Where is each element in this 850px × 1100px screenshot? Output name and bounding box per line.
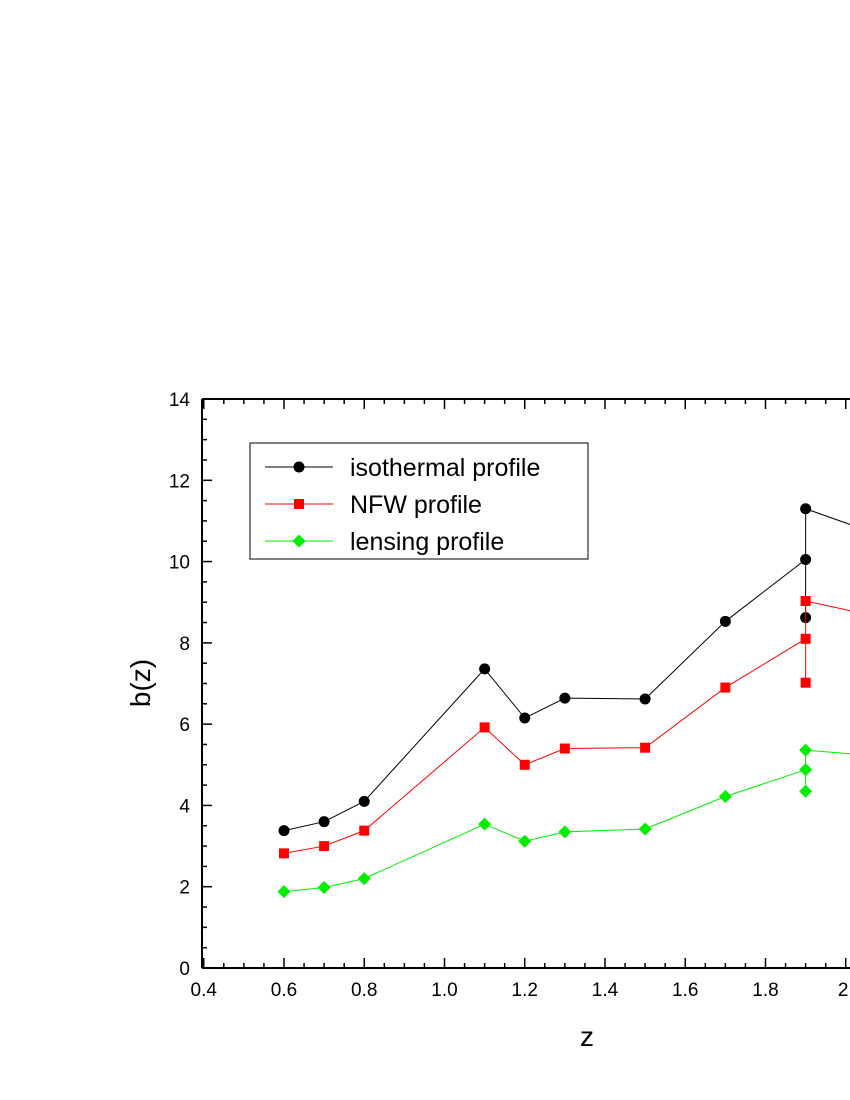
data-point (278, 825, 290, 837)
data-point (317, 881, 331, 895)
y-tick-label: 14 (169, 390, 191, 411)
data-point (799, 743, 813, 757)
data-point (640, 742, 651, 753)
x-tick-label: 0.8 (351, 980, 377, 1001)
data-point (479, 663, 491, 675)
legend-marker (293, 461, 305, 473)
series-3 (277, 743, 850, 899)
data-point (800, 595, 811, 606)
data-point (718, 789, 732, 803)
data-point (519, 759, 530, 770)
legend-label: lensing profile (350, 528, 504, 556)
data-point (277, 885, 291, 899)
data-point (518, 834, 532, 848)
data-point (559, 692, 571, 704)
legend-box (249, 442, 589, 560)
x-tick-label: 1.8 (752, 980, 778, 1001)
x-tick-label: 0.6 (271, 980, 297, 1001)
data-point (800, 677, 811, 688)
data-point (359, 825, 370, 836)
data-point (279, 848, 289, 859)
data-point (800, 633, 811, 644)
data-point (358, 795, 370, 807)
series-line (283, 600, 850, 854)
y-axis-title: b(z) (125, 659, 156, 707)
y-tick-label: 6 (179, 715, 190, 736)
x-axis-title: z (580, 1021, 594, 1052)
data-point (357, 872, 371, 886)
y-tick-label: 8 (179, 634, 190, 655)
x-tick-label: 1.0 (431, 980, 457, 1001)
data-point (558, 825, 572, 839)
x-tick-label: 2. (838, 980, 850, 1001)
legend-item: isothermal profile (265, 454, 540, 482)
legend-item: lensing profile (265, 528, 504, 556)
y-tick-label: 2 (179, 878, 190, 899)
x-axis: 0.4 0.6 0.8 1.0 1.2 1.4 1.6 1.8 2. (191, 399, 850, 1001)
series-line (283, 749, 850, 893)
data-point (799, 784, 813, 798)
data-point (800, 554, 812, 566)
data-point (318, 816, 330, 828)
legend-item: NFW profile (265, 491, 482, 519)
data-point (799, 763, 813, 777)
series-layer (277, 503, 850, 899)
data-point (800, 503, 812, 515)
y-tick-label: 12 (169, 471, 190, 492)
data-point (638, 822, 652, 836)
data-point (719, 615, 731, 627)
data-point (478, 817, 492, 831)
legend-marker (292, 534, 306, 548)
data-point (720, 682, 731, 693)
y-tick-label: 0 (179, 959, 190, 980)
data-point (319, 841, 330, 852)
series-2 (279, 595, 850, 859)
x-tick-label: 1.6 (672, 980, 698, 1001)
legend-label: NFW profile (350, 491, 482, 519)
data-point (479, 722, 490, 733)
data-point (519, 712, 531, 724)
data-point (639, 693, 651, 705)
legend-marker (294, 499, 304, 509)
y-tick-label: 4 (179, 796, 190, 817)
data-point (559, 743, 570, 754)
y-axis: 0 2 4 6 8 10 12 14 (169, 390, 212, 980)
legend: isothermal profile NFW profile lensing pro… (249, 442, 589, 560)
legend-label: isothermal profile (350, 454, 540, 482)
x-tick-label: 0.4 (191, 980, 218, 1001)
x-tick-label: 1.2 (512, 980, 538, 1001)
y-tick-label: 10 (169, 553, 190, 574)
x-tick-label: 1.4 (592, 980, 619, 1001)
